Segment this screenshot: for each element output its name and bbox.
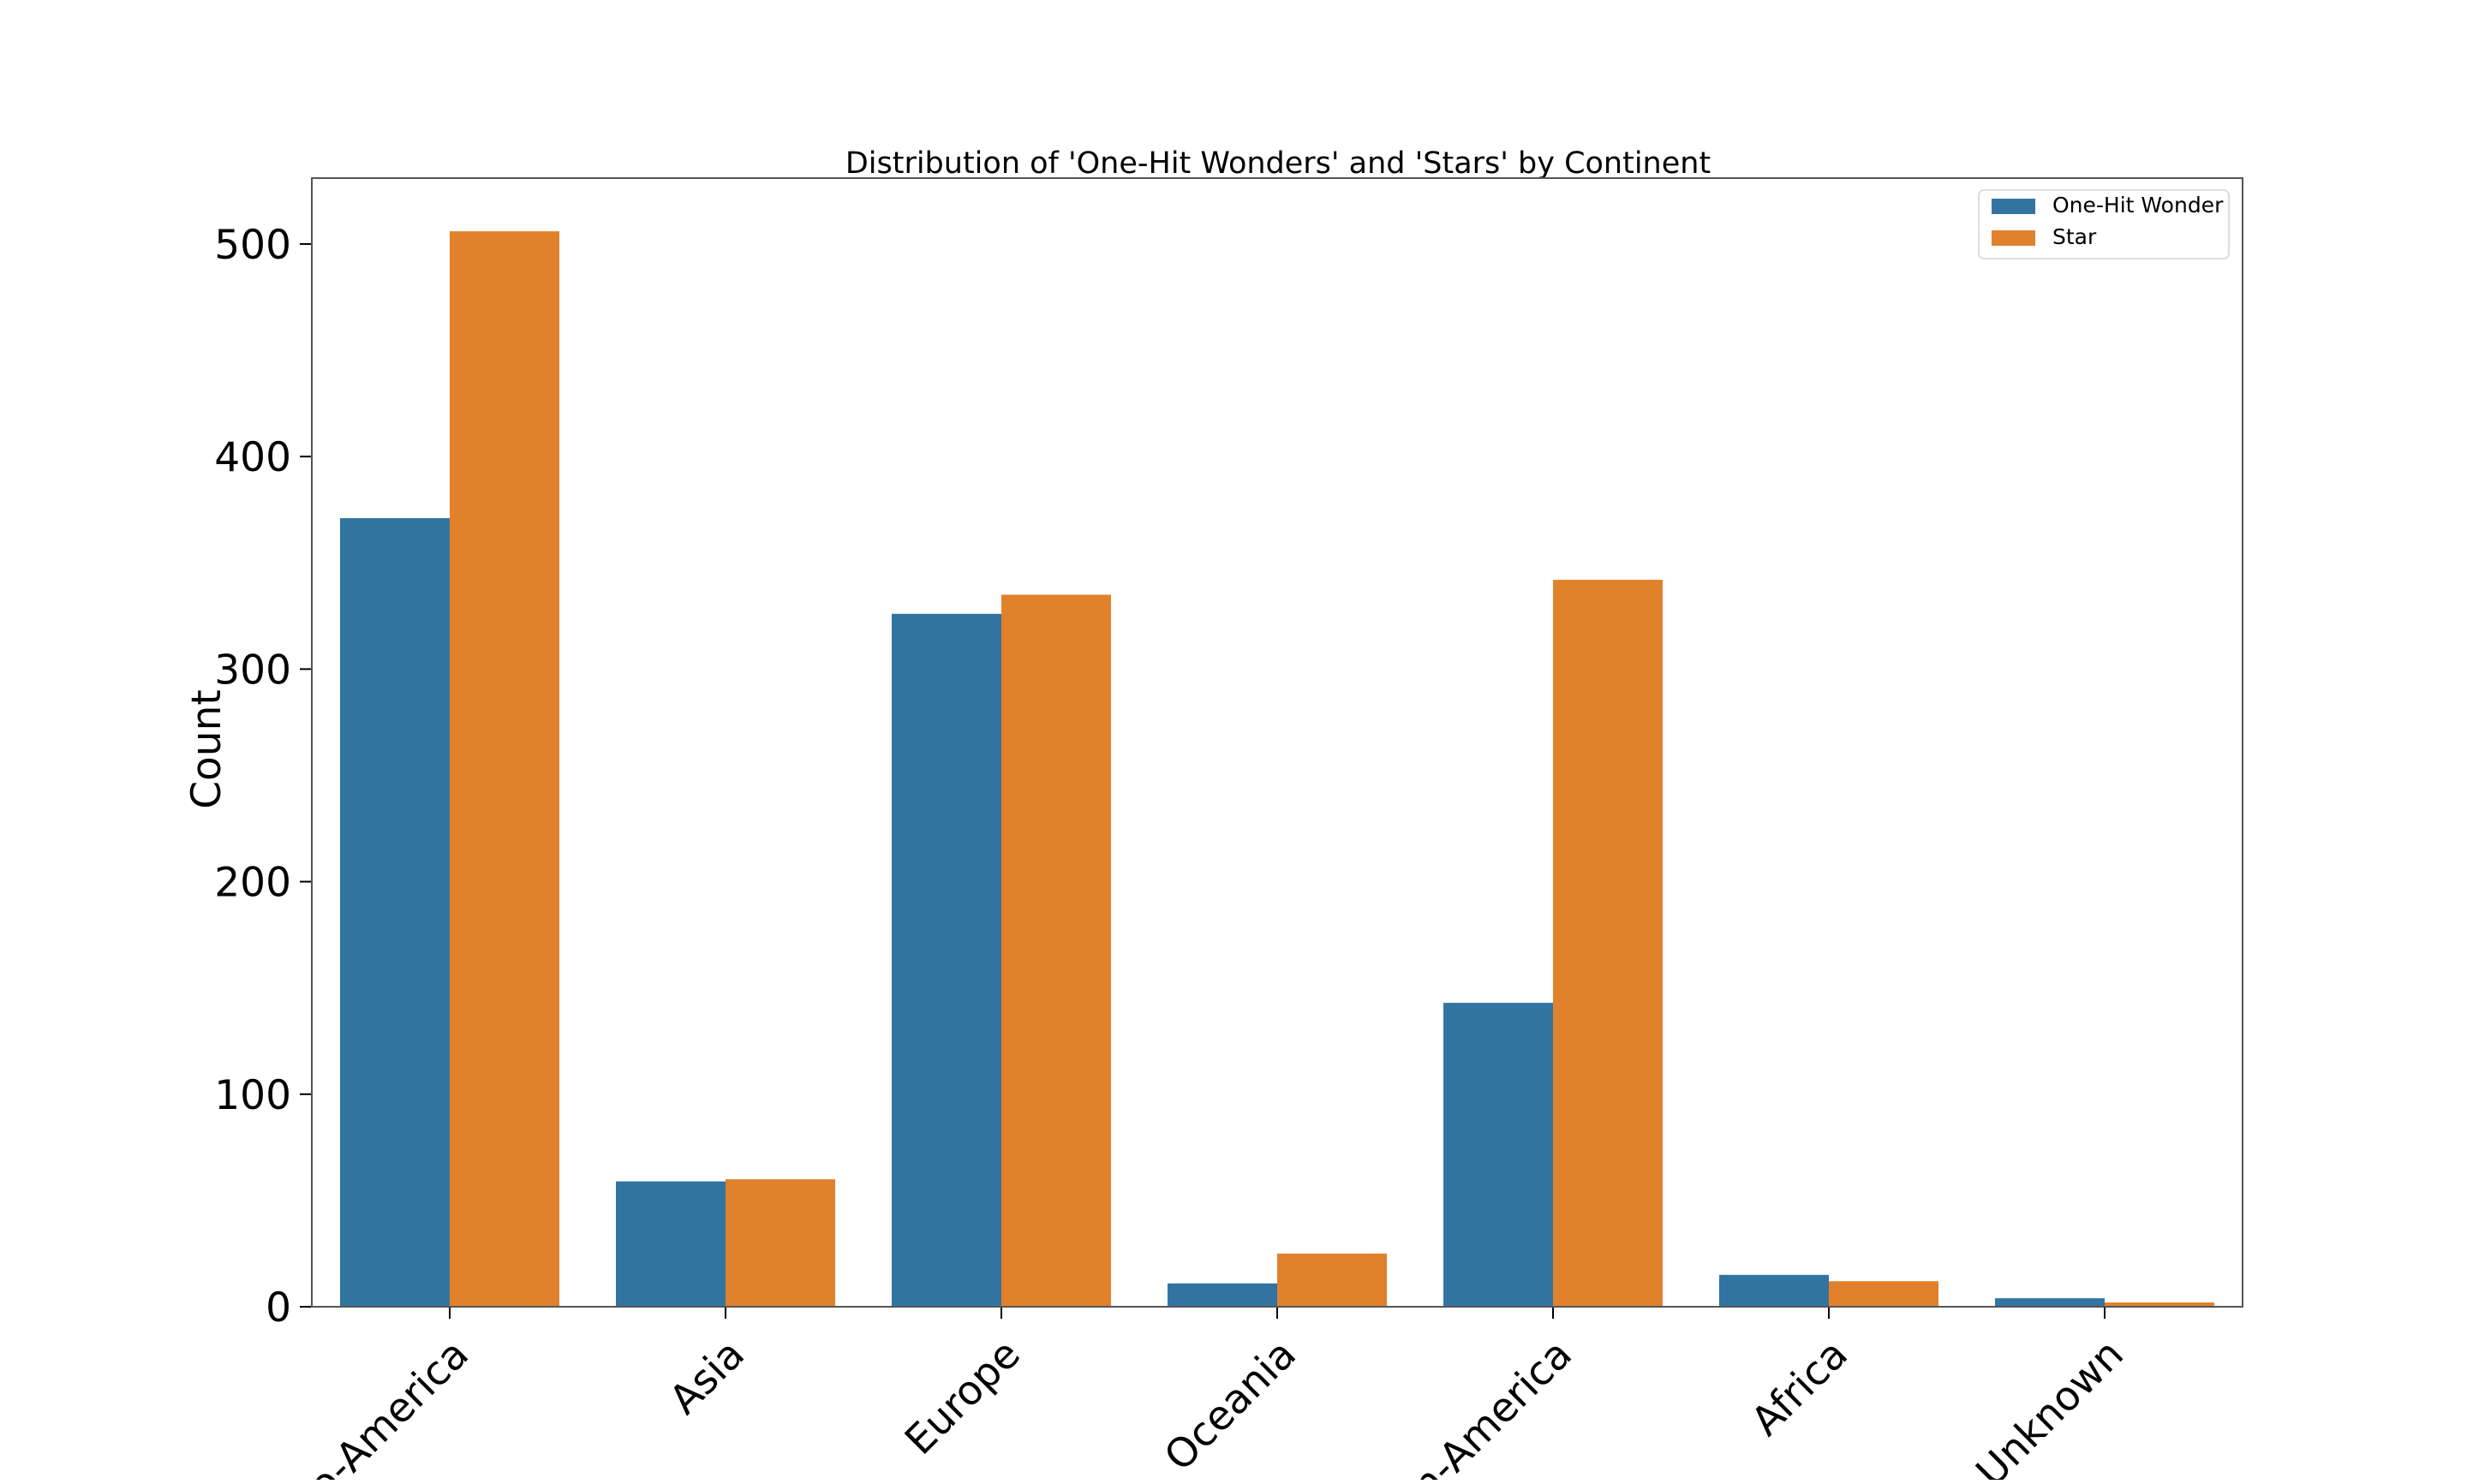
legend-swatch-star <box>1992 230 2035 246</box>
bar-one-hit-wonder-latin-america <box>1443 1003 1553 1307</box>
bar-one-hit-wonder-unknown <box>1995 1298 2105 1307</box>
legend-swatch-one-hit-wonder <box>1992 199 2035 214</box>
legend-label-star: Star <box>2052 224 2097 249</box>
bar-one-hit-wonder-africa <box>1719 1274 1829 1307</box>
bar-one-hit-wonder-asia <box>616 1181 726 1307</box>
bar-star-africa <box>1829 1281 1938 1307</box>
y-tick-label: 0 <box>266 1284 291 1332</box>
bar-star-oceania <box>1277 1253 1387 1307</box>
bar-star-unknown <box>2105 1302 2214 1307</box>
y-axis-label: Count <box>183 689 230 809</box>
y-axis-ticks: 0 100 200 300 400 500 <box>214 222 312 1332</box>
legend-box <box>1978 189 2230 259</box>
y-tick-label: 300 <box>214 647 291 694</box>
y-tick-label: 200 <box>214 860 291 907</box>
y-tick-label: 100 <box>214 1072 291 1119</box>
bar-star-europe <box>1001 594 1111 1307</box>
chart-title: Distribution of 'One-Hit Wonders' and 'S… <box>845 146 1711 181</box>
y-tick-label: 400 <box>214 434 291 481</box>
bars-group <box>340 231 2214 1308</box>
legend-label-one-hit-wonder: One-Hit Wonder <box>2052 193 2224 218</box>
bar-one-hit-wonder-oceania <box>1168 1283 1277 1307</box>
bar-star-asia <box>726 1179 835 1307</box>
plot-frame <box>311 177 2243 1308</box>
bar-one-hit-wonder-europe <box>892 613 1001 1307</box>
bar-one-hit-wonder-anglo-america <box>340 518 450 1307</box>
bar-star-latin-america <box>1553 580 1663 1307</box>
legend: One-Hit Wonder Star <box>1978 189 2230 259</box>
bar-star-anglo-america <box>450 231 559 1308</box>
y-tick-label: 500 <box>214 222 291 269</box>
